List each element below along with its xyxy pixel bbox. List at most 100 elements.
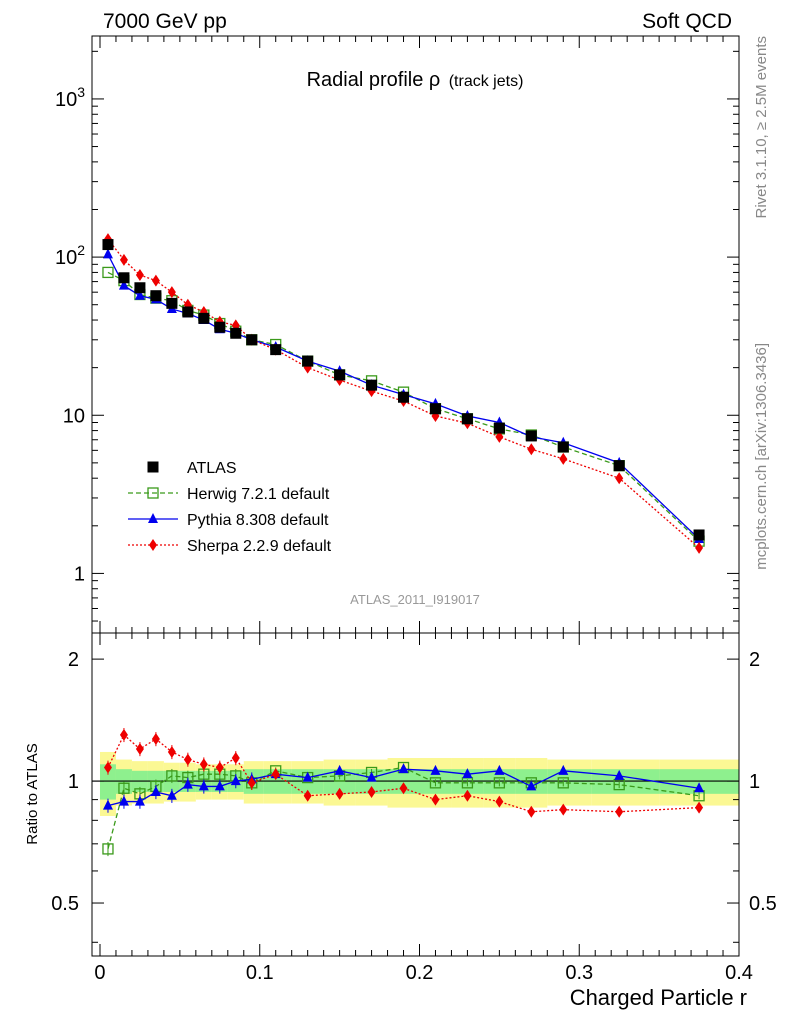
x-tick-label: 0.2: [406, 962, 434, 984]
data-point: [246, 334, 258, 346]
chart-title-main: Radial profile ρ: [307, 69, 441, 91]
ratio-axes: 2 2 1 1 0.5 0.5: [51, 649, 777, 943]
band-inner-bin: [99, 764, 116, 800]
ratio-point: [694, 782, 705, 793]
ratio-point: [526, 780, 537, 791]
ratio-point: [335, 787, 344, 800]
data-point: [334, 369, 346, 381]
series-point: [615, 472, 624, 485]
legend: ATLAS Herwig 7.2.1 default Pythia 8.308 de…: [128, 460, 332, 555]
ratio-point: [198, 780, 209, 791]
ratio-point: [215, 761, 224, 774]
ratio-point: [495, 795, 504, 808]
ratio-point: [557, 777, 569, 789]
ratio-point: [118, 795, 129, 806]
x-tick-label: 0: [94, 962, 105, 984]
ratio-point: [151, 733, 160, 746]
x-axis-label: Charged Particle r: [570, 985, 747, 1010]
ratio-point: [463, 789, 472, 802]
ratio-point: [119, 728, 128, 741]
ratio-line: [107, 766, 700, 850]
ratio-point: [398, 763, 409, 774]
data-point: [182, 306, 194, 318]
legend-marker: [147, 461, 159, 473]
data-point: [613, 460, 625, 472]
legend-entry: Sherpa 2.2.9 default: [128, 538, 332, 555]
series-point: [559, 452, 568, 465]
ratio-point: [527, 805, 536, 818]
data-point: [493, 422, 505, 434]
main-y-tick-label: 103: [55, 84, 85, 111]
series-2-ratio: [103, 728, 704, 818]
legend-entry: ATLAS: [147, 460, 237, 477]
legend-label: Herwig 7.2.1 default: [187, 486, 330, 503]
main-y-tick-label: 1: [74, 563, 85, 585]
series-point: [102, 266, 114, 279]
series-point: [695, 541, 704, 554]
ratio-point: [493, 777, 506, 789]
ratio-point: [429, 777, 442, 789]
legend-marker: [147, 487, 159, 499]
data-point: [461, 413, 473, 425]
legend-entry: Herwig 7.2.1 default: [128, 486, 330, 503]
ratio-point: [183, 753, 192, 766]
data-point: [302, 355, 314, 367]
series-point: [527, 443, 536, 456]
main-y-tick-label: 10: [63, 405, 85, 427]
ratio-line: [107, 768, 700, 807]
series-1-ratio: [102, 763, 705, 813]
chart-title: Radial profile ρ (track jets): [307, 69, 524, 91]
ratio-point: [214, 780, 225, 791]
ratio-y-tick-label: 0.5: [51, 893, 79, 915]
legend-label: Sherpa 2.2.9 default: [187, 538, 332, 555]
ratio-point: [231, 752, 240, 765]
data-point: [214, 321, 226, 333]
data-point: [525, 430, 537, 442]
series-point: [495, 430, 504, 443]
ratio-point: [102, 843, 114, 855]
legend-label: ATLAS: [187, 460, 237, 477]
data-point: [429, 403, 441, 415]
main-y-tick-label: 102: [55, 242, 85, 269]
series-point: [102, 248, 113, 259]
series-point: [119, 253, 128, 266]
ratio-y-tick-label: 2: [68, 649, 79, 671]
ratio-point: [399, 782, 408, 795]
ratio-point: [695, 801, 704, 814]
data-point: [118, 272, 130, 284]
ratio-point: [558, 764, 569, 775]
collision-label: 7000 GeV pp: [103, 10, 227, 33]
ratio-point: [367, 785, 376, 798]
ratio-point: [166, 770, 178, 782]
data-point: [150, 290, 162, 302]
data-point: [693, 529, 705, 541]
series-point: [135, 269, 144, 282]
ratio-plot-area: [92, 728, 739, 857]
series-line: [107, 254, 700, 540]
ratio-y-tick-label: 1: [68, 771, 79, 793]
ratio-point: [614, 769, 625, 780]
ratio-y-tick-label-right: 2: [749, 649, 760, 671]
legend-marker: [148, 513, 158, 523]
data-point: [166, 297, 178, 309]
chart-title-sub: (track jets): [449, 73, 524, 90]
legend-marker: [149, 539, 157, 551]
ratio-point: [134, 795, 145, 806]
ratio-point: [182, 778, 193, 789]
series-point: [167, 286, 176, 299]
ratio-panel: 2 2 1 1 0.5 0.5 Ratio to ATLAS: [24, 632, 777, 957]
series-point: [151, 274, 160, 287]
data-point: [102, 239, 114, 251]
ratio-point: [430, 764, 441, 775]
ratio-point: [462, 768, 473, 779]
ratio-point: [334, 764, 345, 775]
mcplots-label: mcplots.cern.ch [arXiv:1306.3436]: [753, 343, 770, 570]
ratio-line: [107, 733, 700, 813]
ratio-point: [199, 758, 208, 771]
ratio-point: [150, 785, 161, 796]
ratio-point: [166, 789, 177, 800]
series-point: [134, 289, 145, 300]
ratio-point: [303, 789, 312, 802]
series-line: [107, 271, 700, 542]
